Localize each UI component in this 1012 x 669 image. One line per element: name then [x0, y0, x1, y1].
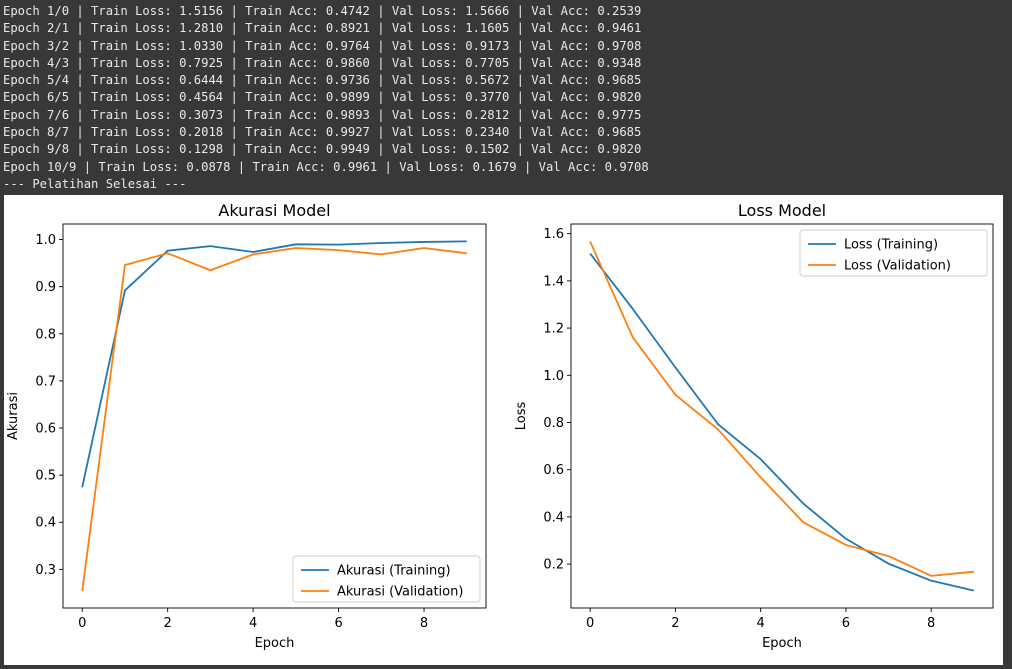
series-line-training [589, 253, 975, 592]
series-line-training [81, 240, 467, 488]
y-tick-label: 0.4 [543, 510, 564, 525]
legend: Akurasi (Training) Akurasi (Validation) [292, 555, 481, 603]
y-tick-label: 1.0 [35, 233, 56, 248]
console-line: Epoch 7/6 | Train Loss: 0.3073 | Train A… [3, 107, 642, 122]
legend-box [799, 229, 988, 277]
x-tick-label: 4 [249, 616, 257, 631]
console-line: Epoch 4/3 | Train Loss: 0.7925 | Train A… [3, 55, 642, 70]
x-tick-label: 8 [927, 616, 935, 631]
y-tick-label: 0.9 [35, 280, 56, 295]
x-tick-label: 2 [164, 616, 172, 631]
console-line: Epoch 9/8 | Train Loss: 0.1298 | Train A… [3, 142, 642, 157]
y-tick-label: 1.2 [543, 322, 564, 337]
legend-label: Akurasi (Validation) [337, 585, 463, 600]
console-line: --- Pelatihan Selesai --- [3, 176, 187, 191]
y-tick-label: 0.6 [543, 463, 564, 478]
charts-svg: Akurasi Model 0 2 4 6 8 0.3 0.4 0.5 0.6 0.7 0.8 0.9 1… [6, 201, 994, 651]
console-line: Epoch 8/7 | Train Loss: 0.2018 | Train A… [3, 125, 642, 140]
x-tick-label: 2 [671, 616, 679, 631]
series-line-validation [81, 247, 467, 592]
y-tick-label: 0.2 [543, 558, 564, 573]
y-tick-label: 0.8 [543, 416, 564, 431]
x-tick-label: 8 [420, 616, 428, 631]
x-axis-label: Epoch [762, 636, 802, 651]
y-tick-label: 0.7 [35, 374, 56, 389]
y-tick-label: 0.3 [35, 563, 56, 578]
chart-accuracy: Akurasi Model 0 2 4 6 8 0.3 0.4 0.5 0.6 0.7 0.8 0.9 1… [6, 201, 487, 651]
y-axis-label: Akurasi [6, 392, 21, 440]
axes-frame [570, 223, 994, 609]
y-tick-label: 0.4 [35, 516, 56, 531]
y-tick-label: 1.4 [543, 274, 564, 289]
y-tick-label: 1.6 [543, 227, 564, 242]
console-output: Epoch 1/0 | Train Loss: 1.5156 | Train A… [0, 0, 1012, 195]
x-tick-label: 0 [586, 616, 594, 631]
y-tick-label: 1.0 [543, 369, 564, 384]
series-line-validation [589, 241, 974, 577]
legend-label: Akurasi (Training) [337, 564, 451, 579]
chart-loss: Loss Model 0 2 4 6 8 0.2 0.4 0.6 0.8 1.0 1.2 1.4 1.6 E… [514, 201, 994, 651]
chart-title: Loss Model [738, 201, 826, 220]
x-tick-label: 6 [334, 616, 342, 631]
x-tick-label: 0 [78, 616, 86, 631]
axes-frame [62, 223, 487, 609]
legend-label: Loss (Validation) [844, 259, 951, 274]
console-line: Epoch 6/5 | Train Loss: 0.4564 | Train A… [3, 90, 642, 105]
console-line: Epoch 2/1 | Train Loss: 1.2810 | Train A… [3, 21, 642, 36]
legend-box [292, 555, 481, 603]
y-tick-label: 0.5 [35, 469, 56, 484]
figure: Akurasi Model 0 2 4 6 8 0.3 0.4 0.5 0.6 0.7 0.8 0.9 1… [4, 195, 1003, 665]
x-tick-label: 6 [842, 616, 850, 631]
y-axis-label: Loss [514, 402, 529, 431]
console-line: Epoch 3/2 | Train Loss: 1.0330 | Train A… [3, 38, 642, 53]
console-line: Epoch 10/9 | Train Loss: 0.0878 | Train … [3, 159, 649, 174]
legend-label: Loss (Training) [844, 238, 938, 253]
x-tick-label: 4 [757, 616, 765, 631]
legend: Loss (Training) Loss (Validation) [799, 229, 988, 277]
console-line: Epoch 5/4 | Train Loss: 0.6444 | Train A… [3, 73, 642, 88]
console-line: Epoch 1/0 | Train Loss: 1.5156 | Train A… [3, 4, 642, 18]
y-tick-label: 0.6 [35, 422, 56, 437]
y-tick-label: 0.8 [35, 327, 56, 342]
x-axis-label: Epoch [255, 636, 295, 651]
chart-title: Akurasi Model [218, 201, 330, 220]
